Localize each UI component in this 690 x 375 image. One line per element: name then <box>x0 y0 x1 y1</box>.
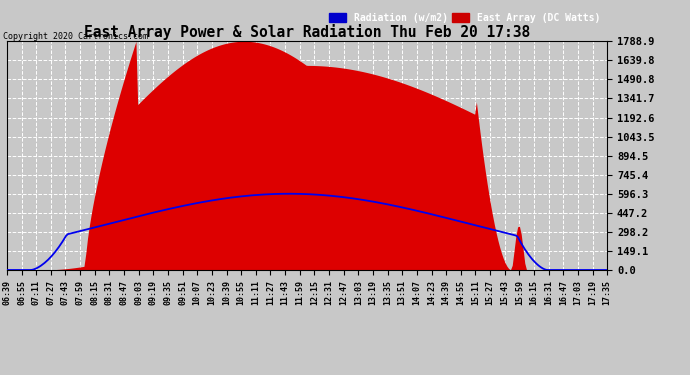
Text: Copyright 2020 Cartronics.com: Copyright 2020 Cartronics.com <box>3 32 148 41</box>
Legend: Radiation (w/m2), East Array (DC Watts): Radiation (w/m2), East Array (DC Watts) <box>326 10 602 25</box>
Title: East Array Power & Solar Radiation Thu Feb 20 17:38: East Array Power & Solar Radiation Thu F… <box>84 24 530 40</box>
